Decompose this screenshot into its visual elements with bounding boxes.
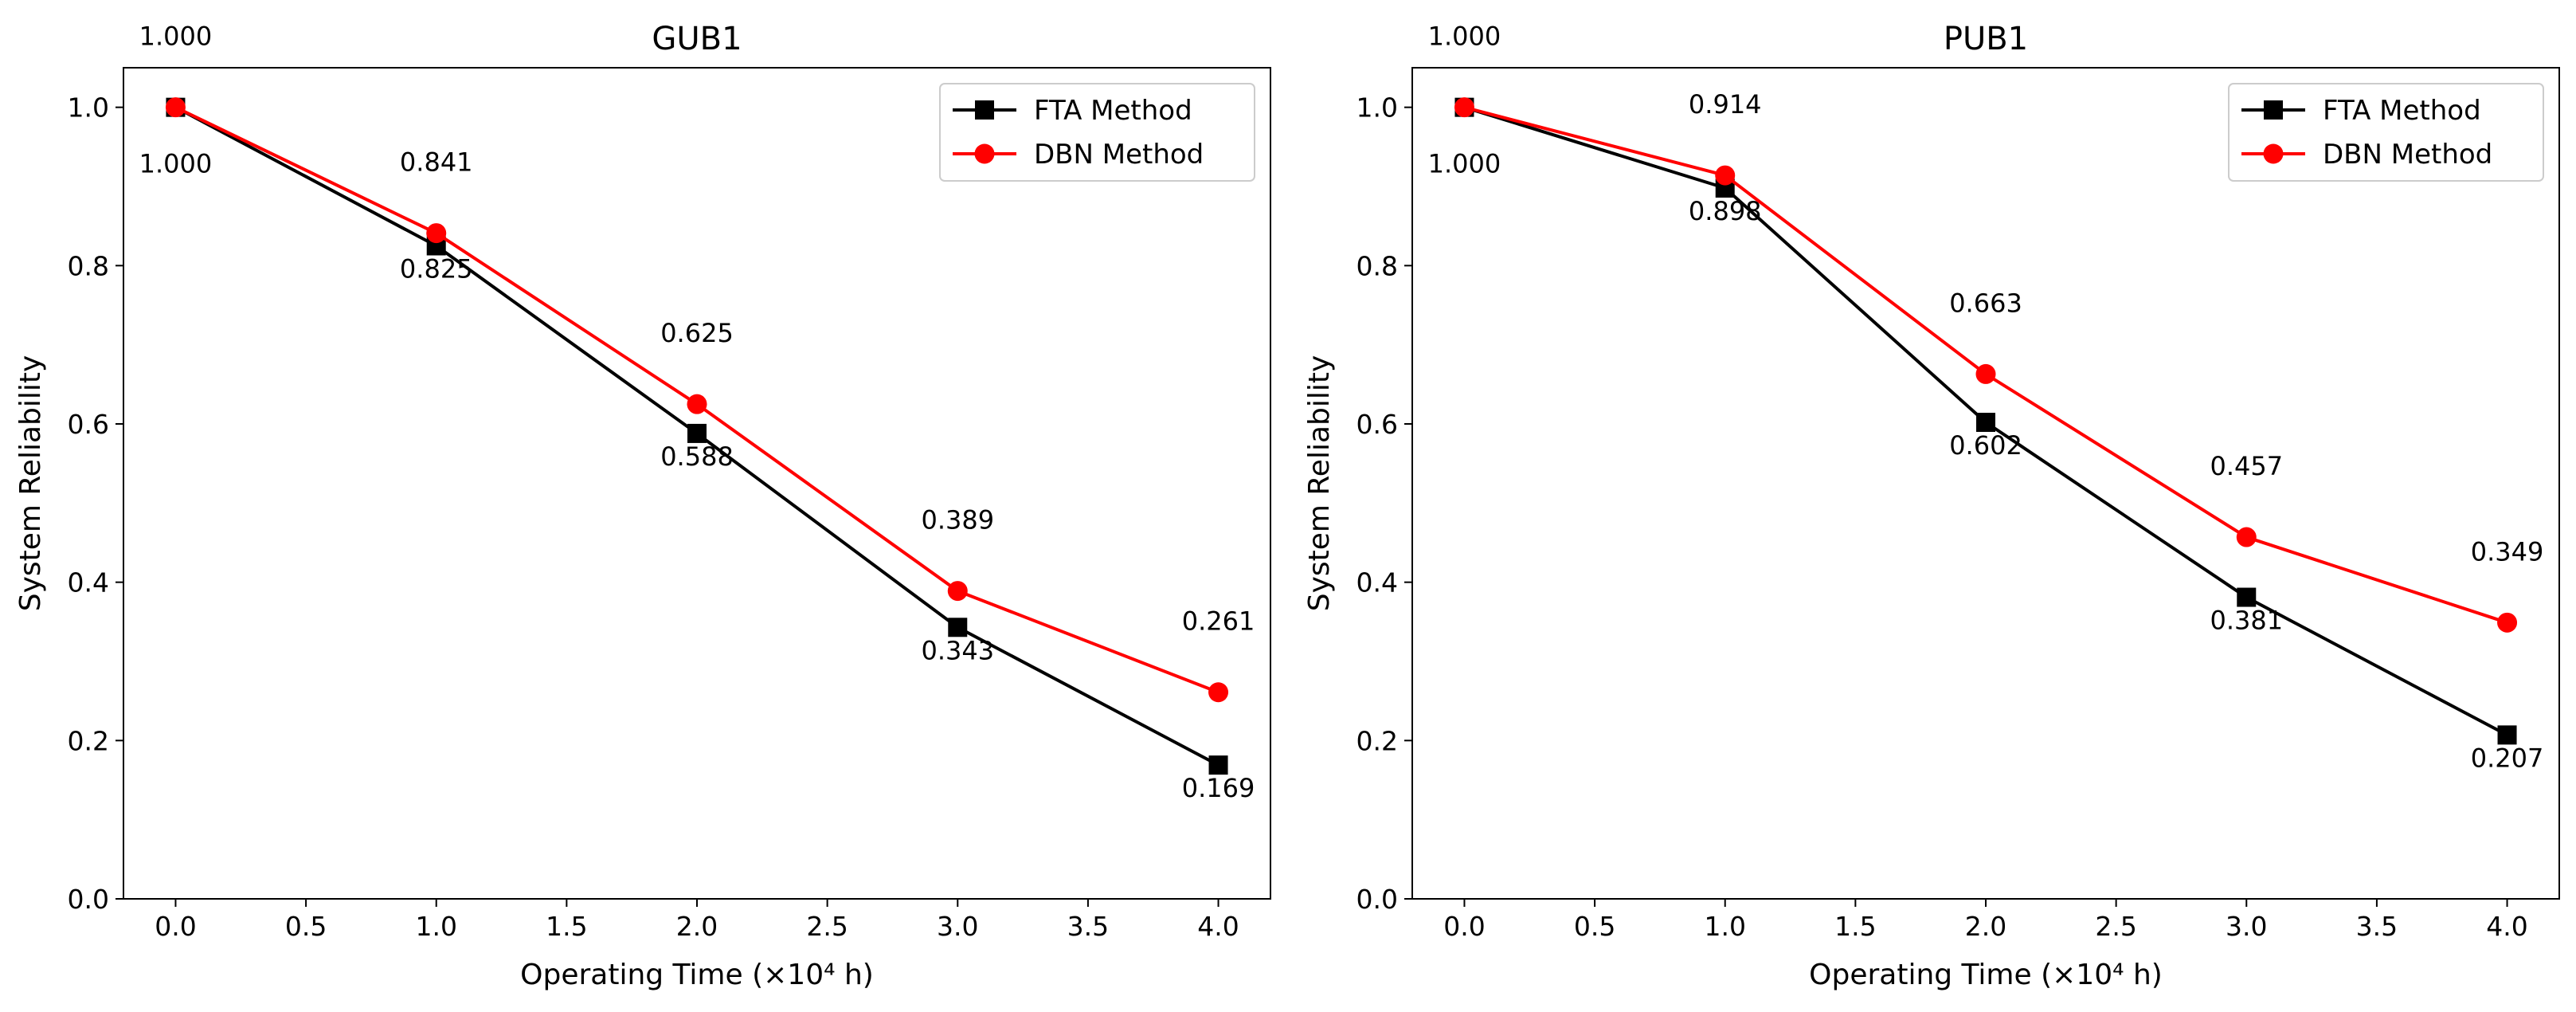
x-tick-label: 3.5 [1067, 911, 1109, 942]
data-label-dbn: 0.914 [1689, 89, 1762, 120]
x-tick-label: 1.0 [1704, 911, 1745, 942]
x-tick-label: 0.5 [285, 911, 327, 942]
data-label-fta: 0.588 [660, 441, 734, 472]
y-tick-label: 1.0 [68, 92, 109, 124]
x-tick-label: 4.0 [1197, 911, 1239, 942]
legend-label-fta: FTA Method [1034, 95, 1192, 127]
plot-frame [123, 67, 1271, 900]
x-axis-label: Operating Time (×10⁴ h) [1809, 959, 2163, 991]
data-label-dbn: 1.000 [139, 22, 213, 52]
data-point-fta [948, 618, 968, 637]
y-axis-label: System Reliability [14, 355, 47, 612]
data-point-fta [2497, 725, 2517, 745]
legend-label-dbn: DBN Method [2323, 139, 2492, 171]
data-point-dbn [947, 581, 968, 602]
legend-label-dbn: DBN Method [1034, 139, 1204, 171]
data-label-fta: 0.602 [1949, 430, 2022, 461]
y-tick-label: 0.6 [1357, 409, 1398, 440]
x-tick-label: 2.0 [1965, 911, 2006, 942]
plot-frame [1411, 67, 2560, 900]
data-point-dbn [687, 394, 707, 414]
data-label-fta: 0.207 [2471, 743, 2544, 773]
y-tick-label: 0.2 [68, 725, 109, 756]
y-tick-label: 1.0 [1357, 92, 1398, 124]
x-tick-label: 4.0 [2486, 911, 2527, 942]
y-tick-label: 0.4 [68, 567, 109, 598]
y-tick-label: 0.2 [1357, 725, 1398, 756]
legend-marker-square [2264, 100, 2283, 120]
x-axis-label: Operating Time (×10⁴ h) [520, 959, 874, 991]
data-label-fta: 1.000 [1428, 149, 1501, 179]
data-point-dbn [1208, 682, 1229, 703]
legend-box [2228, 83, 2544, 182]
x-tick-label: 1.5 [1834, 911, 1876, 942]
x-tick-label: 2.5 [2095, 911, 2136, 942]
y-tick-label: 0.8 [68, 250, 109, 281]
y-tick-label: 0.0 [1357, 884, 1398, 915]
x-tick-label: 1.5 [546, 911, 587, 942]
x-tick-label: 2.5 [806, 911, 848, 942]
data-label-fta: 0.381 [2210, 606, 2283, 636]
x-tick-label: 3.0 [937, 911, 978, 942]
data-label-dbn: 0.625 [660, 318, 734, 348]
data-point-dbn [2497, 612, 2518, 633]
data-label-dbn: 0.841 [400, 147, 473, 178]
data-point-fta [2237, 587, 2257, 607]
x-tick-label: 1.0 [415, 911, 456, 942]
data-label-dbn: 0.663 [1949, 288, 2022, 318]
x-tick-label: 0.0 [1443, 911, 1485, 942]
legend-box [939, 83, 1255, 182]
legend-marker-circle [2263, 143, 2284, 164]
legend: FTA Method DBN Method [939, 83, 1255, 182]
x-tick-label: 2.0 [676, 911, 718, 942]
legend-label-fta: FTA Method [2323, 95, 2481, 127]
chart-title: PUB1 [1944, 21, 2028, 57]
data-point-dbn [426, 223, 447, 244]
data-label-fta: 0.343 [921, 635, 994, 665]
y-tick-label: 0.6 [68, 409, 109, 440]
data-label-dbn: 1.000 [1428, 22, 1501, 52]
legend: FTA Method DBN Method [2228, 83, 2544, 182]
y-tick-label: 0.0 [68, 884, 109, 915]
data-label-fta: 1.000 [139, 149, 213, 179]
x-tick-label: 0.0 [155, 911, 196, 942]
legend-marker-circle [974, 143, 995, 164]
data-label-dbn: 0.457 [2210, 451, 2283, 481]
y-tick-label: 0.4 [1357, 567, 1398, 598]
data-label-fta: 0.825 [400, 254, 473, 284]
x-tick-label: 0.5 [1574, 911, 1615, 942]
data-point-fta [1976, 413, 1995, 433]
data-label-dbn: 0.349 [2471, 536, 2544, 567]
y-axis-label: System Reliability [1303, 355, 1336, 612]
data-point-dbn [2236, 527, 2257, 547]
chart-panel-gub1: 0.0 0.5 1.0 1.5 2.0 2.5 3.0 3.5 4.0 0.0 0.2 0.4 0.6 0… [14, 21, 1271, 991]
x-tick-label: 3.5 [2356, 911, 2398, 942]
data-label-dbn: 0.389 [921, 505, 994, 535]
legend-marker-square [975, 100, 994, 120]
data-label-fta: 0.898 [1689, 196, 1762, 226]
chart-title: GUB1 [652, 21, 742, 57]
data-point-dbn [165, 97, 186, 118]
data-point-dbn [1975, 363, 1996, 384]
y-tick-label: 0.8 [1357, 250, 1398, 281]
x-tick-label: 3.0 [2226, 911, 2267, 942]
data-point-fta [1208, 755, 1228, 775]
data-point-dbn [1454, 97, 1474, 118]
chart-panel-pub1: 0.0 0.5 1.0 1.5 2.0 2.5 3.0 3.5 4.00.00.20.40.60… [1303, 21, 2560, 991]
data-point-fta [687, 423, 707, 443]
data-label-dbn: 0.261 [1182, 606, 1255, 637]
data-label-fta: 0.169 [1182, 773, 1255, 803]
data-point-dbn [1715, 165, 1736, 186]
